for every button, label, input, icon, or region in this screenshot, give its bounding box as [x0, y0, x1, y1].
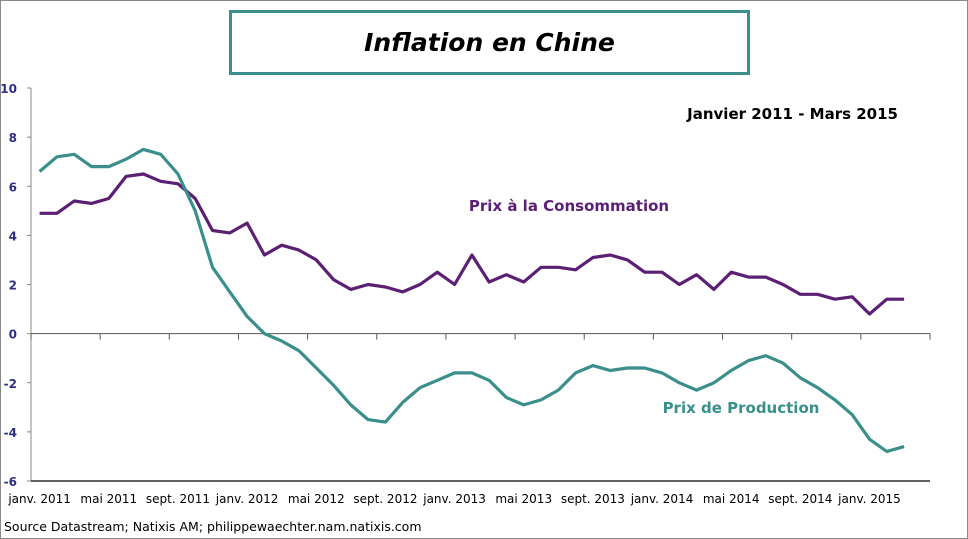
x-tick-label: mai 2013: [495, 492, 552, 506]
series-line-consommation: [39, 172, 905, 316]
y-tick-label: -6: [4, 475, 17, 489]
x-tick-label: sept. 2011: [146, 492, 210, 506]
y-tick-label: 8: [9, 131, 17, 145]
x-tick-label: sept. 2012: [353, 492, 417, 506]
x-tick-label: janv. 2015: [837, 492, 901, 506]
x-tick-label: janv. 2013: [422, 492, 486, 506]
x-tick-label: mai 2014: [703, 492, 760, 506]
y-tick-label: 4: [9, 229, 17, 243]
source-note: Source Datastream; Natixis AM; philippew…: [4, 519, 422, 534]
y-tick-label: 0: [9, 328, 17, 342]
series-label-production: Prix de Production: [663, 399, 820, 417]
y-tick-label: 6: [9, 180, 17, 194]
y-tick-label: -4: [4, 426, 17, 440]
y-tick-label: 2: [9, 279, 17, 293]
chart-subtitle: Janvier 2011 - Mars 2015: [686, 105, 898, 123]
x-tick-label: mai 2012: [288, 492, 345, 506]
x-tick-label: janv. 2012: [215, 492, 279, 506]
x-tick-label: sept. 2013: [561, 492, 625, 506]
y-tick-label: 10: [0, 82, 17, 96]
y-tick-label: -2: [4, 377, 17, 391]
x-tick-label: mai 2011: [80, 492, 137, 506]
x-tick-label: janv. 2011: [7, 492, 71, 506]
chart-title-box: Inflation en Chine: [229, 10, 750, 75]
x-tick-label: sept. 2014: [768, 492, 832, 506]
chart-title: Inflation en Chine: [364, 28, 615, 57]
x-tick-label: janv. 2014: [630, 492, 694, 506]
series-label-consommation: Prix à la Consommation: [469, 197, 669, 215]
